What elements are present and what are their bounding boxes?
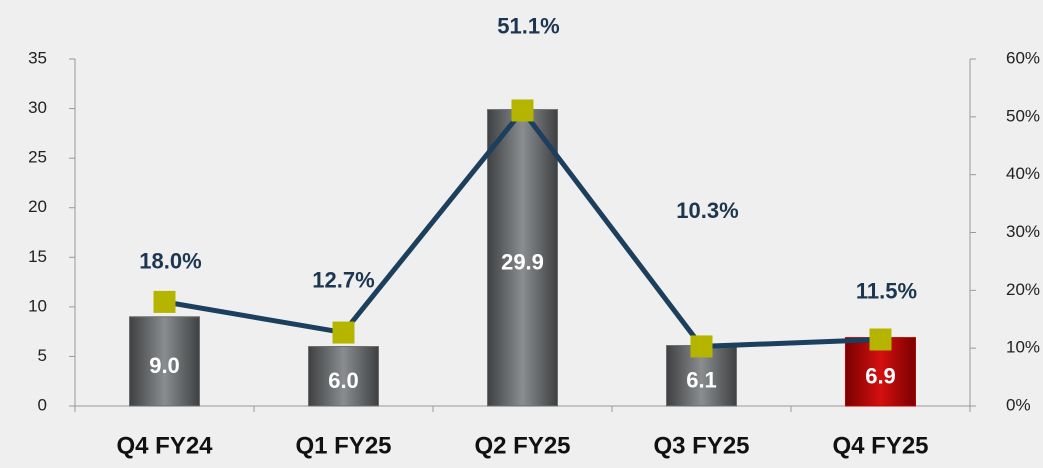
line-label: 12.7% [312, 267, 374, 292]
y2-tick-label: 60% [1006, 48, 1040, 67]
x-tick-label: Q3 FY25 [653, 432, 749, 459]
bar-label: 29.9 [501, 250, 544, 275]
bar-label: 9.0 [149, 353, 180, 378]
x-tick-label: Q4 FY24 [116, 432, 213, 459]
y2-tick-label: 20% [1006, 280, 1040, 299]
bar [487, 109, 558, 407]
marker [153, 290, 176, 313]
bar-label: 6.1 [686, 368, 717, 393]
marker [690, 335, 713, 358]
bar [308, 346, 379, 407]
bar [129, 316, 200, 407]
marker [869, 328, 892, 351]
line-label: 11.5% [856, 278, 917, 303]
y-tick-label: 20 [28, 197, 47, 216]
y2-tick-label: 40% [1006, 164, 1040, 183]
marker [511, 99, 534, 122]
y2-tick-label: 30% [1006, 222, 1040, 241]
y2-tick-label: 10% [1006, 338, 1040, 357]
line-label: 18.0% [139, 249, 201, 274]
y-tick-label: 15 [28, 247, 47, 266]
y-tick-label: 30 [28, 98, 47, 117]
marker [332, 321, 355, 344]
y-tick-label: 5 [38, 346, 47, 365]
y2-tick-label: 0% [1006, 395, 1031, 414]
x-tick-label: Q2 FY25 [474, 432, 570, 459]
bar-label: 6.0 [328, 368, 359, 393]
bar-label: 6.9 [865, 364, 896, 389]
x-tick-label: Q1 FY25 [295, 432, 391, 459]
y2-tick-label: 50% [1006, 106, 1040, 125]
y-tick-label: 0 [38, 395, 47, 414]
x-tick-label: Q4 FY25 [832, 432, 928, 459]
line-label: 10.3% [676, 198, 738, 223]
y-tick-label: 25 [28, 148, 47, 167]
y-tick-label: 10 [28, 296, 47, 315]
line-label: 51.1% [497, 13, 559, 38]
y-tick-label: 35 [28, 48, 47, 67]
